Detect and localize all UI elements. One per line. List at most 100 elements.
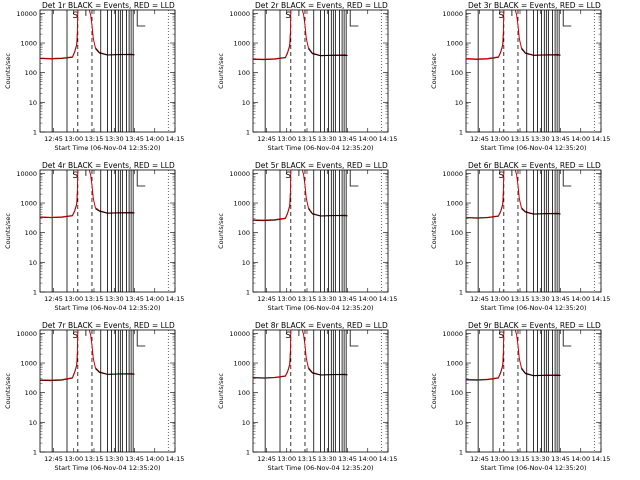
series-line	[39, 31, 78, 60]
chart-svg: Det 1r BLACK = Events, RED = LLD 1 10 100 10…	[4, 1, 184, 152]
x-axis-label: Start Time (06-Nov-04 12:35:20)	[55, 304, 161, 312]
y-tick-label: 10	[242, 419, 250, 427]
chart-title: Det 5r BLACK = Events, RED = LLD	[255, 161, 388, 170]
series-line	[252, 192, 291, 221]
series-line	[39, 191, 78, 218]
x-tick-label: 14:15	[592, 135, 611, 143]
x-tick-label: 12:45	[44, 455, 63, 463]
bracket-mark	[349, 330, 359, 347]
y-tick-label: 10	[242, 99, 250, 107]
y-tick-label: 1000	[20, 360, 37, 368]
bracket-mark	[562, 330, 572, 347]
y-axis-label: Counts/sec	[430, 213, 438, 249]
detector-panel: Det 2r BLACK = Events, RED = LLD 1 10 100 10…	[213, 0, 426, 160]
x-tick-label: 13:30	[531, 295, 550, 303]
x-tick-label: 14:15	[592, 295, 611, 303]
series-line	[465, 34, 504, 60]
marker-label-s: S	[498, 331, 504, 341]
x-tick-label: 14:00	[145, 455, 164, 463]
marker-label-s: S	[285, 331, 291, 341]
x-tick-label: 13:45	[125, 455, 144, 463]
x-tick-label: 14:00	[358, 295, 377, 303]
y-tick-label: 100	[25, 229, 37, 237]
detector-panel: Det 6r BLACK = Events, RED = LLD 1 10 100 10…	[426, 160, 639, 320]
chart-title: Det 7r BLACK = Events, RED = LLD	[42, 321, 175, 330]
y-tick-label: 10	[455, 259, 463, 267]
x-tick-label: 13:45	[338, 135, 357, 143]
x-tick-label: 13:45	[338, 455, 357, 463]
y-tick-label: 10000	[16, 10, 37, 18]
x-axis-label: Start Time (06-Nov-04 12:35:20)	[268, 144, 374, 152]
marker-label-s: S	[285, 11, 291, 21]
y-tick-label: 1	[246, 289, 250, 297]
x-tick-label: 14:00	[571, 135, 590, 143]
y-tick-label: 1000	[233, 200, 250, 208]
x-tick-label: 13:30	[318, 455, 337, 463]
x-tick-label: 13:00	[64, 455, 83, 463]
x-tick-label: 13:30	[318, 135, 337, 143]
y-tick-label: 10000	[16, 170, 37, 178]
x-tick-label: 13:30	[318, 295, 337, 303]
x-tick-label: 14:00	[571, 455, 590, 463]
y-tick-label: 10000	[229, 10, 250, 18]
chart-svg: Det 7r BLACK = Events, RED = LLD 1 10 100 10…	[4, 321, 185, 472]
x-tick-label: 13:15	[511, 135, 530, 143]
series-line	[252, 32, 291, 60]
y-tick-label: 10000	[229, 170, 250, 178]
marker-label-s: S	[72, 331, 78, 341]
x-tick-label: 13:15	[298, 295, 317, 303]
x-tick-label: 13:00	[277, 295, 296, 303]
y-tick-label: 100	[451, 69, 463, 77]
y-tick-label: 1	[459, 129, 463, 137]
bracket-mark	[136, 10, 146, 27]
detector-panel: Det 3r BLACK = Events, RED = LLD 1 10 100 10…	[426, 0, 639, 160]
bracket-mark	[136, 170, 146, 187]
series-line	[465, 352, 504, 381]
chart-svg: Det 8r BLACK = Events, RED = LLD 1 10 100 10…	[217, 321, 397, 472]
x-tick-label: 13:00	[490, 135, 509, 143]
y-tick-label: 100	[238, 389, 250, 397]
x-tick-label: 14:00	[145, 295, 164, 303]
y-tick-label: 1000	[233, 360, 250, 368]
marker-label-s: S	[72, 11, 78, 21]
x-tick-label: 13:15	[85, 135, 104, 143]
y-tick-label: 1000	[446, 360, 463, 368]
x-tick-label: 13:45	[551, 295, 570, 303]
series-line	[252, 34, 291, 61]
x-tick-label: 14:15	[379, 135, 398, 143]
x-axis-label: Start Time (06-Nov-04 12:35:20)	[481, 464, 587, 472]
marker-label-s: S	[498, 171, 504, 181]
y-tick-label: 1	[459, 289, 463, 297]
bracket-mark	[562, 170, 572, 187]
x-tick-label: 13:00	[64, 135, 83, 143]
y-axis-label: Counts/sec	[217, 53, 225, 89]
y-tick-label: 1000	[446, 200, 463, 208]
y-tick-label: 100	[25, 389, 37, 397]
chart-svg: Det 6r BLACK = Events, RED = LLD 1 10 100 10…	[430, 161, 611, 312]
marker-label-s: S	[72, 171, 78, 181]
bracket-mark	[562, 10, 572, 27]
series-line	[465, 193, 504, 219]
x-tick-label: 14:15	[166, 455, 185, 463]
y-tick-label: 100	[25, 69, 37, 77]
x-axis-label: Start Time (06-Nov-04 12:35:20)	[481, 144, 587, 152]
x-tick-label: 13:00	[277, 455, 296, 463]
x-tick-label: 13:15	[85, 295, 104, 303]
detector-panel: Det 9r BLACK = Events, RED = LLD 1 10 100 10…	[426, 320, 639, 480]
series-line	[39, 193, 78, 219]
x-tick-label: 12:45	[44, 295, 63, 303]
x-tick-label: 13:30	[105, 135, 124, 143]
x-tick-label: 13:45	[125, 135, 144, 143]
y-axis-label: Counts/sec	[4, 213, 12, 249]
x-tick-label: 13:45	[125, 295, 144, 303]
x-tick-label: 13:45	[338, 295, 357, 303]
x-tick-label: 12:45	[470, 135, 489, 143]
bracket-mark	[136, 330, 146, 347]
marker-label-s: S	[285, 171, 291, 181]
x-tick-label: 13:15	[85, 455, 104, 463]
y-tick-label: 10000	[442, 170, 463, 178]
y-tick-label: 1	[459, 449, 463, 457]
y-tick-label: 10	[29, 259, 37, 267]
x-axis-label: Start Time (06-Nov-04 12:35:20)	[268, 304, 374, 312]
y-tick-label: 1000	[446, 40, 463, 48]
